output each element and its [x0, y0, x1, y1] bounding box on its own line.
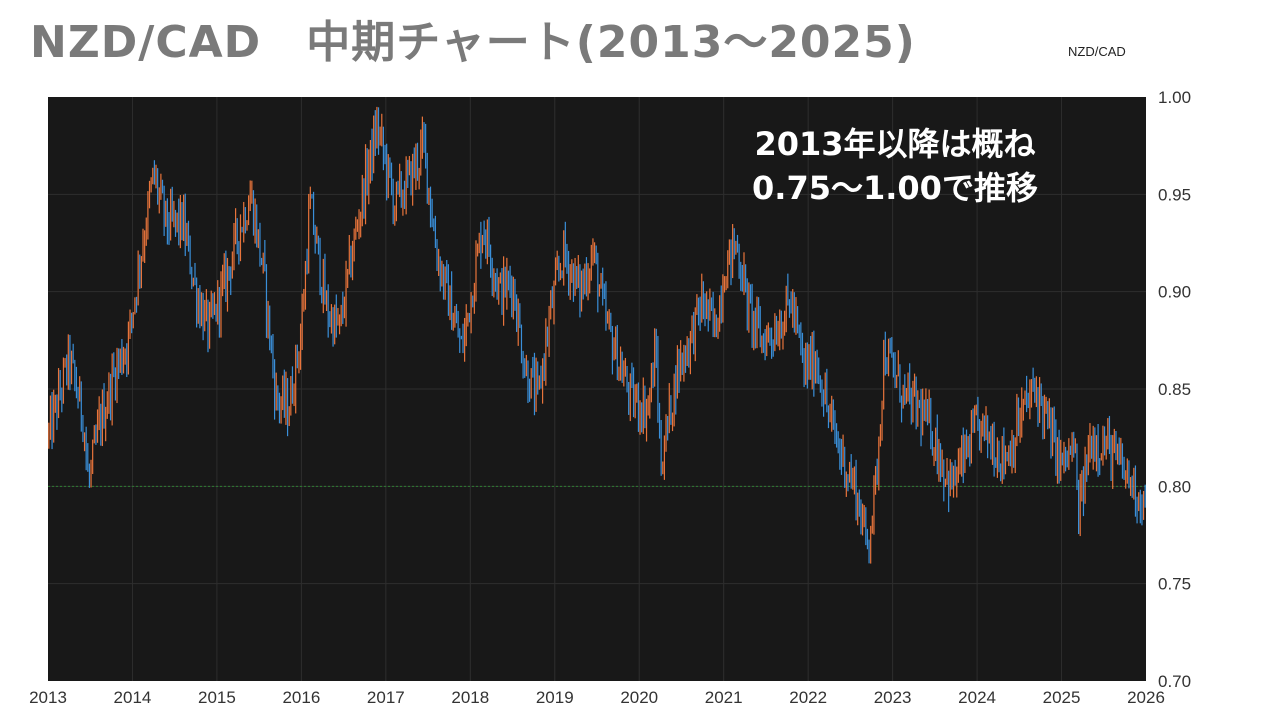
x-tick-label: 2015	[198, 688, 236, 707]
y-axis: 1.00 0.95 0.90 0.85 0.80 0.75 0.70	[1158, 88, 1191, 691]
x-tick-label: 2023	[874, 688, 912, 707]
page-title: NZD/CAD 中期チャート(2013～2025)	[30, 17, 916, 68]
x-tick-label: 2020	[620, 688, 658, 707]
pair-label: NZD/CAD	[1068, 44, 1126, 59]
y-tick-label: 1.00	[1158, 88, 1191, 107]
price-bars	[48, 106, 1146, 564]
x-tick-label: 2014	[114, 688, 152, 707]
x-tick-label: 2024	[958, 688, 996, 707]
y-tick-label: 0.95	[1158, 185, 1191, 204]
x-tick-label: 2017	[367, 688, 405, 707]
grid	[48, 97, 1146, 681]
y-tick-label: 0.70	[1158, 672, 1191, 691]
annotation-line-2: 0.75～1.00で推移	[752, 169, 1038, 207]
x-tick-label: 2018	[451, 688, 489, 707]
x-tick-label: 2021	[705, 688, 743, 707]
x-tick-label: 2022	[789, 688, 827, 707]
y-tick-label: 0.85	[1158, 380, 1191, 399]
range-annotation: 2013年以降は概ね 0.75～1.00で推移	[710, 122, 1080, 210]
y-tick-label: 0.80	[1158, 477, 1191, 496]
x-tick-label: 2026	[1127, 688, 1165, 707]
x-tick-label: 2013	[29, 688, 67, 707]
y-tick-label: 0.90	[1158, 283, 1191, 302]
x-axis: 2013 2014 2015 2016 2017 2018 2019 2020 2021 2022…	[29, 688, 1165, 707]
x-tick-label: 2016	[282, 688, 320, 707]
x-tick-label: 2025	[1043, 688, 1081, 707]
x-tick-label: 2019	[536, 688, 574, 707]
annotation-line-1: 2013年以降は概ね	[754, 125, 1036, 163]
y-tick-label: 0.75	[1158, 575, 1191, 594]
